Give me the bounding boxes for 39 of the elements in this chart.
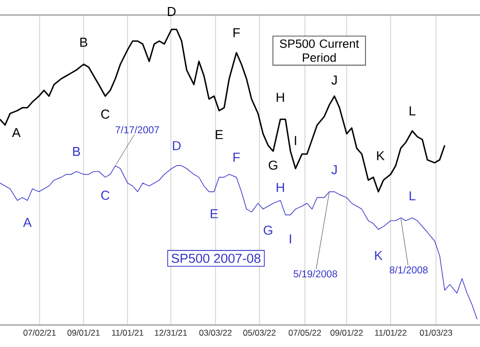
annotation: F bbox=[234, 152, 240, 162]
annotation: 7/17/2007 bbox=[116, 126, 159, 134]
annotation: A bbox=[23, 218, 32, 227]
annotation: J bbox=[331, 76, 337, 85]
annotation: I bbox=[294, 136, 296, 146]
annotation: B bbox=[73, 146, 80, 156]
annotation: 8/1/2008 bbox=[390, 266, 428, 274]
text: SP500 Current Period bbox=[280, 39, 359, 62]
annotation: H bbox=[276, 182, 284, 192]
x-tick-label: 07/05/22 bbox=[288, 330, 321, 336]
x-tick-label: 07/02/21 bbox=[23, 330, 56, 336]
annotation: J bbox=[331, 165, 337, 174]
x-tick-label: 09/01/22 bbox=[330, 330, 363, 336]
annotation: H bbox=[276, 92, 284, 102]
annotation: E bbox=[216, 130, 223, 140]
annotation: F bbox=[234, 28, 240, 38]
annotation: A bbox=[12, 128, 21, 138]
annotation: 5/19/2008 bbox=[294, 270, 338, 278]
annotation: D bbox=[172, 141, 181, 150]
annotation: D bbox=[168, 7, 176, 16]
x-tick-label: 09/01/21 bbox=[67, 330, 100, 336]
annotation: K bbox=[375, 250, 383, 260]
x-tick-label: 01/03/23 bbox=[420, 330, 452, 336]
x-tick-label: 05/03/22 bbox=[243, 330, 276, 336]
annotation: I bbox=[290, 234, 292, 244]
annotation: C bbox=[101, 110, 110, 119]
text: SP500 2007-08 bbox=[172, 254, 260, 263]
annotation: K bbox=[377, 151, 385, 160]
annotation: E bbox=[210, 209, 218, 218]
x-tick-label: 11/01/22 bbox=[375, 330, 406, 336]
annotation: L bbox=[410, 191, 416, 200]
annotation: C bbox=[101, 190, 110, 200]
annotation: B bbox=[80, 38, 88, 47]
x-tick-label: 03/03/22 bbox=[199, 330, 232, 336]
annotation: G bbox=[268, 160, 278, 170]
annotation: G bbox=[264, 226, 272, 235]
annotation: L bbox=[410, 106, 416, 116]
x-tick-label: 11/01/21 bbox=[112, 330, 144, 336]
x-tick-label: 12/31/21 bbox=[154, 330, 187, 336]
